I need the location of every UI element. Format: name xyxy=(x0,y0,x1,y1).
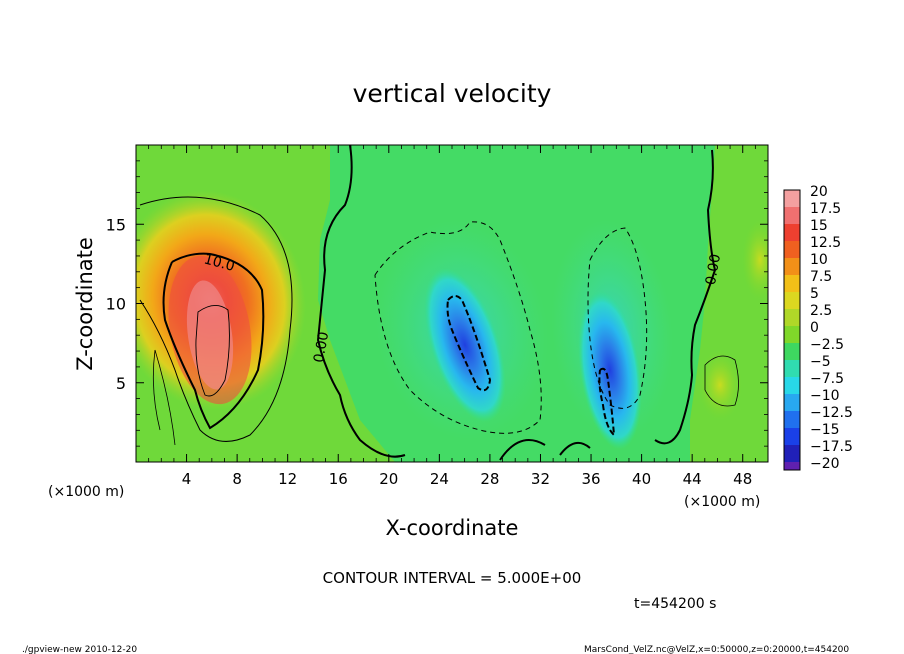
contour-label: 10.0 xyxy=(202,251,236,275)
colorbar-label: −17.5 xyxy=(810,439,853,455)
colorbar-label: 17.5 xyxy=(810,201,841,217)
colorbar-swatch xyxy=(784,207,800,224)
x-unit-label-right: (×1000 m) xyxy=(684,494,760,510)
colorbar-label: −12.5 xyxy=(810,405,853,421)
x-tick-label: 44 xyxy=(683,470,702,488)
x-tick-label: 40 xyxy=(632,470,651,488)
x-tick-label: 28 xyxy=(480,470,499,488)
x-unit-label: (×1000 m) xyxy=(48,484,124,500)
contour-label: 0.00 xyxy=(311,330,332,363)
colorbar-label: 10 xyxy=(810,252,828,268)
downdraft-region xyxy=(578,290,642,450)
source-label: MarsCond_VelZ.nc@VelZ,x=0:50000,z=0:2000… xyxy=(584,645,849,654)
colorbar-swatch xyxy=(784,360,800,377)
contour-line xyxy=(587,227,648,409)
colorbar-swatch xyxy=(784,292,800,309)
colorbar-swatch xyxy=(784,224,800,241)
colorbar-swatch xyxy=(784,258,800,275)
colorbar-swatch xyxy=(784,428,800,445)
x-axis: 4 8 12 16 20 24 28 32 36 40 44 48 xyxy=(148,145,756,488)
colorbar-swatch xyxy=(784,190,800,207)
contour-line xyxy=(598,367,616,438)
colorbar-label: 7.5 xyxy=(810,269,832,285)
colorbar-label: 5 xyxy=(810,286,819,302)
contour-line xyxy=(704,355,739,407)
y-axis-title: Z-coordinate xyxy=(73,237,97,371)
contour-line xyxy=(316,145,406,458)
colorbar-swatch xyxy=(784,326,800,343)
colorbar-label: −7.5 xyxy=(810,371,844,387)
x-tick-label: 12 xyxy=(278,470,297,488)
colorbar-swatch xyxy=(784,411,800,428)
y-tick-label: 15 xyxy=(106,215,126,234)
time-label: t=454200 s xyxy=(634,596,716,612)
colorbar-label: 0 xyxy=(810,320,819,336)
colorbar-label: −10 xyxy=(810,388,840,404)
x-tick-label: 16 xyxy=(329,470,348,488)
colorbar-label: −15 xyxy=(810,422,840,438)
colorbar-label: −5 xyxy=(810,354,831,370)
colorbar-swatch xyxy=(784,445,800,462)
plot-area: 10.0 0.00 0.00 xyxy=(136,145,768,462)
x-tick-label: 20 xyxy=(379,470,398,488)
colorbar-label: 15 xyxy=(810,218,828,234)
contour-line xyxy=(374,221,542,434)
contour-line xyxy=(654,149,717,445)
x-tick-label: 48 xyxy=(733,470,752,488)
x-tick-label: 8 xyxy=(232,470,242,488)
colorbar-swatch xyxy=(784,394,800,411)
contour-line xyxy=(152,349,176,446)
y-axis: 5 10 15 xyxy=(106,160,768,447)
colorbar-swatch xyxy=(784,377,800,394)
x-tick-label: 24 xyxy=(430,470,449,488)
contour-line xyxy=(162,252,265,430)
contour-interval-text: CONTOUR INTERVAL = 5.000E+00 xyxy=(323,569,582,587)
chart-title: vertical velocity xyxy=(353,79,552,108)
contour-line xyxy=(446,295,492,392)
x-tick-label: 32 xyxy=(531,470,550,488)
downdraft-region xyxy=(424,268,506,422)
colorbar-label: 12.5 xyxy=(810,235,841,251)
colorbar-frame xyxy=(783,189,801,471)
contour-line xyxy=(139,196,293,442)
colorbar-label: 2.5 xyxy=(810,303,832,319)
program-label: ./gpview-new 2010-12-20 xyxy=(22,645,137,654)
contour-line xyxy=(195,305,230,397)
colorbar-swatch xyxy=(784,241,800,258)
y-tick-label: 5 xyxy=(116,374,126,393)
colorbar-label: −20 xyxy=(810,456,840,472)
x-axis-title: X-coordinate xyxy=(386,516,519,540)
colorbar-label: −2.5 xyxy=(810,337,844,353)
x-tick-label: 4 xyxy=(182,470,192,488)
colorbar-swatch xyxy=(784,309,800,326)
y-tick-label: 10 xyxy=(106,295,126,314)
x-tick-label: 36 xyxy=(581,470,600,488)
colorbar-label: 20 xyxy=(810,184,828,200)
contour-label: 0.00 xyxy=(703,253,724,286)
colorbar-swatch xyxy=(784,343,800,360)
colorbar-swatch xyxy=(784,462,800,470)
colorbar: 2017.51512.5107.552.50−2.5−5−7.5−10−12.5… xyxy=(783,184,853,472)
colorbar-swatch xyxy=(784,275,800,292)
